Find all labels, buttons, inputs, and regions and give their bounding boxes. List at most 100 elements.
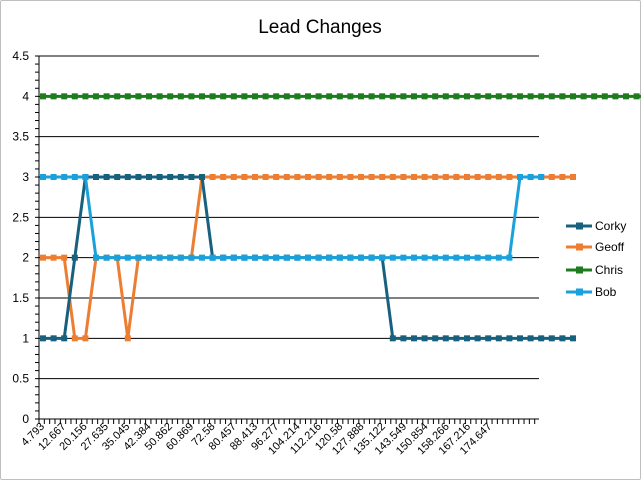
data-point <box>294 93 301 100</box>
data-point <box>156 254 163 261</box>
data-point <box>103 93 110 100</box>
legend-label: Geoff <box>595 240 625 254</box>
data-point <box>474 254 481 261</box>
data-point <box>485 174 492 180</box>
data-point <box>517 93 523 100</box>
data-point <box>103 254 110 261</box>
data-point <box>188 93 195 100</box>
data-point <box>389 174 396 180</box>
data-point <box>71 335 78 342</box>
data-point <box>411 174 417 180</box>
data-point <box>432 174 439 180</box>
chart-title: Lead Changes <box>258 17 382 38</box>
data-point <box>400 174 407 180</box>
data-point <box>61 174 68 180</box>
data-point <box>495 335 502 342</box>
data-point <box>146 174 152 180</box>
legend-item-corky: Corky <box>566 219 626 233</box>
data-point <box>273 93 280 100</box>
data-point <box>411 254 417 261</box>
data-point <box>485 93 492 100</box>
data-point <box>347 254 354 261</box>
data-point <box>623 93 629 100</box>
y-tick-label: 4.5 <box>12 49 29 63</box>
y-tick-label: 1 <box>22 331 29 345</box>
data-point <box>50 174 57 180</box>
y-tick-label: 4 <box>22 89 29 103</box>
data-point <box>209 174 216 180</box>
data-point <box>633 93 640 100</box>
data-point <box>411 335 417 342</box>
y-tick-label: 0 <box>22 412 29 426</box>
data-point <box>220 174 227 180</box>
data-point <box>453 174 460 180</box>
data-point <box>506 335 513 342</box>
legend-label: Chris <box>595 263 623 277</box>
data-point <box>40 335 46 342</box>
legend-item-chris: Chris <box>566 263 623 277</box>
data-point <box>358 174 364 180</box>
data-point <box>379 254 386 261</box>
data-point <box>432 93 439 100</box>
data-point <box>82 335 89 342</box>
data-point <box>506 93 513 100</box>
data-point <box>368 254 375 261</box>
data-point <box>368 93 375 100</box>
legend-swatch-marker <box>576 222 583 230</box>
data-point <box>548 335 555 342</box>
data-point <box>464 174 470 180</box>
data-point <box>517 335 523 342</box>
data-point <box>421 174 428 180</box>
data-point <box>273 254 280 261</box>
y-tick-label: 0.5 <box>12 372 29 386</box>
series-bob <box>40 174 545 261</box>
data-point <box>40 174 46 180</box>
data-point <box>199 93 205 100</box>
data-point <box>453 254 460 261</box>
data-point <box>262 254 269 261</box>
data-point <box>124 174 131 180</box>
data-point <box>167 174 174 180</box>
data-point <box>167 254 174 261</box>
data-point <box>305 254 311 261</box>
data-point <box>326 174 333 180</box>
data-point <box>442 93 449 100</box>
data-point <box>336 254 343 261</box>
data-point <box>527 335 534 342</box>
data-point <box>146 254 152 261</box>
data-point <box>527 93 534 100</box>
legend-swatch-marker <box>576 243 583 251</box>
data-point <box>464 254 470 261</box>
data-point <box>40 254 46 261</box>
data-point <box>379 93 386 100</box>
data-point <box>230 254 237 261</box>
data-point <box>71 174 78 180</box>
data-point <box>485 254 492 261</box>
data-point <box>146 93 152 100</box>
data-point <box>400 335 407 342</box>
data-point <box>273 174 280 180</box>
axes: 00.511.522.533.544.54.79312.66720.15627.… <box>12 49 539 457</box>
data-point <box>305 174 311 180</box>
data-point <box>432 254 439 261</box>
data-point <box>495 93 502 100</box>
legend-label: Corky <box>595 219 626 233</box>
data-point <box>156 174 163 180</box>
data-point <box>61 93 68 100</box>
data-point <box>570 93 576 100</box>
data-point <box>559 335 566 342</box>
data-point <box>442 254 449 261</box>
legend-label: Bob <box>595 285 617 299</box>
data-point <box>358 93 364 100</box>
data-point <box>548 93 555 100</box>
data-point <box>453 93 460 100</box>
data-point <box>442 335 449 342</box>
legend: Corky Geoff Chris Bob <box>566 219 626 299</box>
data-point <box>230 174 237 180</box>
data-point <box>209 93 216 100</box>
data-point <box>559 174 566 180</box>
data-point <box>464 335 470 342</box>
series-chris <box>40 93 641 100</box>
data-point <box>262 174 269 180</box>
